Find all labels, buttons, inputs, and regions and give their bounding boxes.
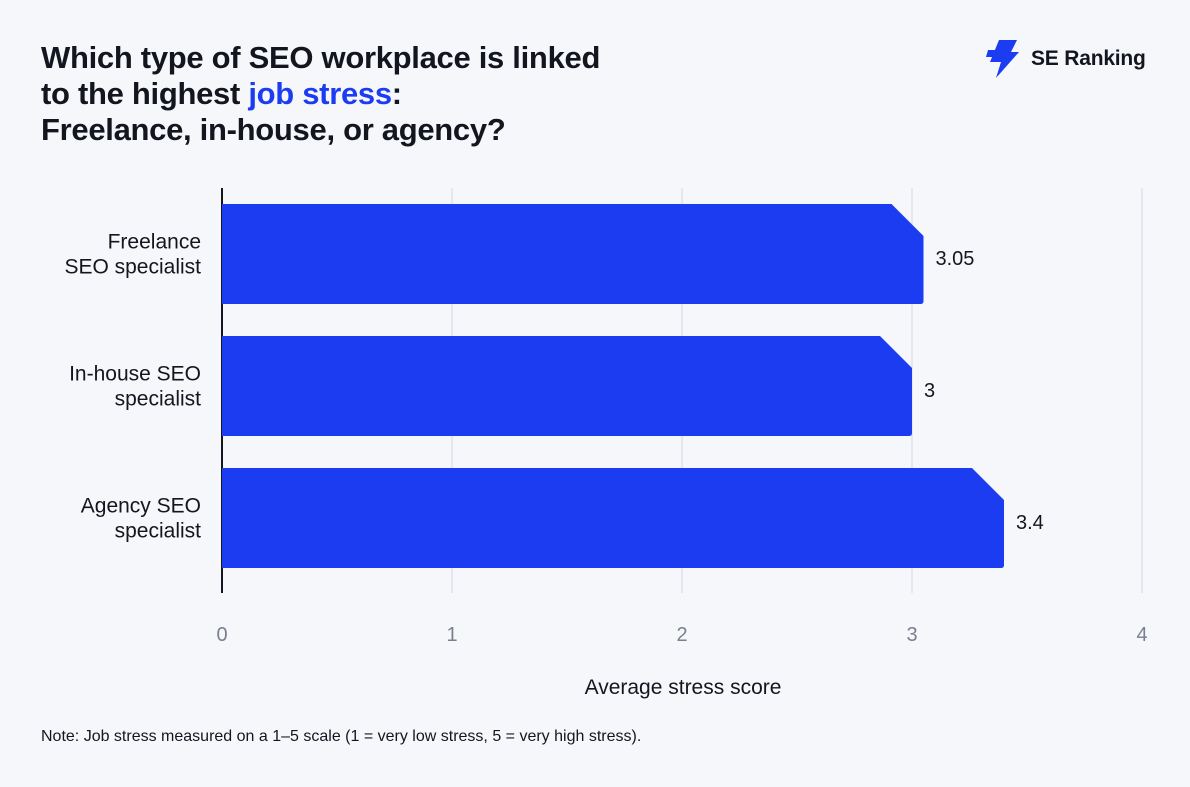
bar-value-label: 3.05 xyxy=(936,248,975,270)
category-label: specialist xyxy=(115,388,202,411)
title-line-1: Which type of SEO workplace is linked xyxy=(41,40,601,75)
bar xyxy=(222,336,912,436)
title-line-3: Freelance, in-house, or agency? xyxy=(41,112,506,147)
bar xyxy=(222,468,1004,568)
bar-value-label: 3 xyxy=(924,380,935,402)
x-tick-label: 1 xyxy=(446,624,457,646)
category-label: Agency SEO xyxy=(81,495,201,518)
category-label: In-house SEO xyxy=(69,363,201,386)
title-line-2-prefix: to the highest xyxy=(41,76,249,111)
x-tick-label: 3 xyxy=(906,624,917,646)
title-line-2-suffix: : xyxy=(391,76,402,111)
category-label: Freelance xyxy=(108,231,201,254)
x-tick-label: 2 xyxy=(676,624,687,646)
footnote: Note: Job stress measured on a 1–5 scale… xyxy=(41,728,642,745)
chart-title: Which type of SEO workplace is linked to… xyxy=(41,40,600,148)
title-highlight: job stress xyxy=(248,76,392,111)
lightning-icon xyxy=(986,40,1019,78)
brand-logo: SE Ranking xyxy=(986,40,1146,78)
brand-name: SE Ranking xyxy=(1031,47,1146,70)
x-axis-title: Average stress score xyxy=(585,676,782,699)
x-tick-label: 0 xyxy=(216,624,227,646)
category-label: SEO specialist xyxy=(64,256,201,279)
category-label: specialist xyxy=(115,520,202,543)
bar xyxy=(222,204,924,304)
x-tick-label: 4 xyxy=(1136,624,1147,646)
bar-value-label: 3.4 xyxy=(1016,512,1044,534)
